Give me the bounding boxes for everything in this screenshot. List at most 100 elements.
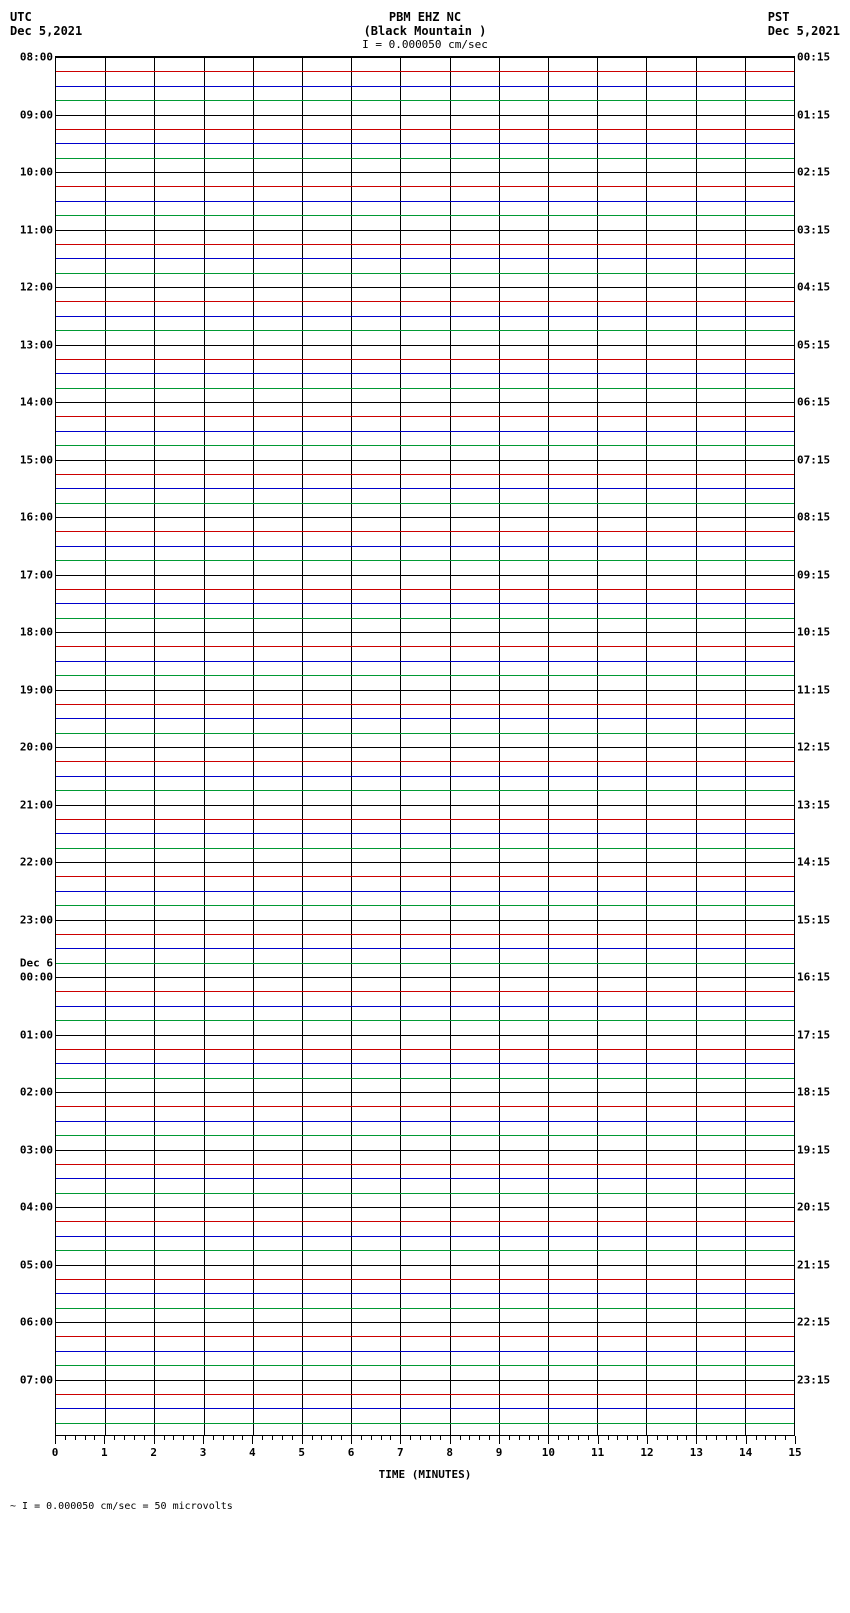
x-tick-major bbox=[795, 1436, 796, 1444]
pst-time-label: 21:15 bbox=[797, 1258, 830, 1271]
x-tick-label: 13 bbox=[690, 1446, 703, 1459]
x-tick-minor bbox=[272, 1436, 273, 1440]
trace-row bbox=[56, 431, 794, 432]
trace-row bbox=[56, 704, 794, 705]
trace-line bbox=[56, 215, 794, 216]
x-tick-label: 0 bbox=[52, 1446, 59, 1459]
x-tick-minor bbox=[558, 1436, 559, 1440]
x-tick-label: 9 bbox=[496, 1446, 503, 1459]
x-tick-label: 15 bbox=[788, 1446, 801, 1459]
trace-row bbox=[56, 531, 794, 532]
utc-time-label: 00:00 bbox=[20, 971, 53, 984]
trace-row bbox=[56, 71, 794, 72]
header-center: PBM EHZ NC (Black Mountain ) I = 0.00005… bbox=[362, 10, 488, 51]
utc-time-label: 11:00 bbox=[20, 223, 53, 236]
trace-line bbox=[56, 1006, 794, 1007]
x-tick-minor bbox=[282, 1436, 283, 1440]
x-tick-minor bbox=[410, 1436, 411, 1440]
x-tick-minor bbox=[469, 1436, 470, 1440]
x-tick-major bbox=[252, 1436, 253, 1444]
scale-indicator-text: = 0.000050 cm/sec bbox=[375, 38, 488, 51]
trace-line bbox=[56, 388, 794, 389]
trace-row bbox=[56, 100, 794, 101]
trace-row bbox=[56, 330, 794, 331]
footer: ~ I = 0.000050 cm/sec = 50 microvolts bbox=[10, 1501, 840, 1512]
utc-time-label: 04:00 bbox=[20, 1201, 53, 1214]
trace-row bbox=[56, 1279, 794, 1280]
trace-line bbox=[56, 977, 794, 978]
trace-row bbox=[56, 632, 794, 633]
trace-line bbox=[56, 1121, 794, 1122]
x-tick-label: 1 bbox=[101, 1446, 108, 1459]
trace-line bbox=[56, 1164, 794, 1165]
trace-line bbox=[56, 776, 794, 777]
trace-line bbox=[56, 359, 794, 360]
trace-row bbox=[56, 589, 794, 590]
pst-time-label: 22:15 bbox=[797, 1316, 830, 1329]
trace-line bbox=[56, 1308, 794, 1309]
vertical-gridline bbox=[548, 57, 549, 1435]
pst-time-label: 10:15 bbox=[797, 626, 830, 639]
pst-time-label: 04:15 bbox=[797, 281, 830, 294]
pst-time-label: 06:15 bbox=[797, 396, 830, 409]
trace-row bbox=[56, 474, 794, 475]
x-tick-major bbox=[450, 1436, 451, 1444]
trace-row bbox=[56, 1207, 794, 1208]
trace-row bbox=[56, 402, 794, 403]
utc-time-label: Dec 6 bbox=[20, 956, 53, 969]
trace-line bbox=[56, 1365, 794, 1366]
trace-line bbox=[56, 416, 794, 417]
pst-time-label: 02:15 bbox=[797, 166, 830, 179]
utc-time-label: 03:00 bbox=[20, 1143, 53, 1156]
x-tick-minor bbox=[578, 1436, 579, 1440]
x-tick-label: 8 bbox=[446, 1446, 453, 1459]
x-tick-minor bbox=[529, 1436, 530, 1440]
trace-row bbox=[56, 1365, 794, 1366]
x-tick-label: 6 bbox=[348, 1446, 355, 1459]
x-tick-minor bbox=[321, 1436, 322, 1440]
vertical-gridline bbox=[597, 57, 598, 1435]
x-tick-minor bbox=[331, 1436, 332, 1440]
vertical-gridline bbox=[154, 57, 155, 1435]
x-tick-minor bbox=[519, 1436, 520, 1440]
vertical-gridline bbox=[745, 57, 746, 1435]
x-tick-minor bbox=[489, 1436, 490, 1440]
vertical-gridline bbox=[253, 57, 254, 1435]
trace-row bbox=[56, 1236, 794, 1237]
x-tick-minor bbox=[736, 1436, 737, 1440]
x-tick-minor bbox=[440, 1436, 441, 1440]
x-tick-minor bbox=[390, 1436, 391, 1440]
trace-row bbox=[56, 1106, 794, 1107]
trace-row bbox=[56, 776, 794, 777]
trace-line bbox=[56, 704, 794, 705]
trace-row bbox=[56, 301, 794, 302]
trace-line bbox=[56, 848, 794, 849]
trace-row bbox=[56, 359, 794, 360]
x-tick-major bbox=[598, 1436, 599, 1444]
utc-time-label: 09:00 bbox=[20, 108, 53, 121]
trace-row bbox=[56, 258, 794, 259]
trace-row bbox=[56, 1265, 794, 1266]
trace-row bbox=[56, 143, 794, 144]
trace-row bbox=[56, 1250, 794, 1251]
header-right: PST Dec 5,2021 bbox=[768, 10, 840, 38]
x-tick-major bbox=[548, 1436, 549, 1444]
x-tick-minor bbox=[756, 1436, 757, 1440]
x-tick-minor bbox=[706, 1436, 707, 1440]
trace-line bbox=[56, 1020, 794, 1021]
trace-row bbox=[56, 1308, 794, 1309]
trace-row bbox=[56, 661, 794, 662]
trace-line bbox=[56, 862, 794, 863]
trace-line bbox=[56, 546, 794, 547]
x-tick-major bbox=[104, 1436, 105, 1444]
trace-row bbox=[56, 761, 794, 762]
utc-time-label: 18:00 bbox=[20, 626, 53, 639]
trace-row bbox=[56, 718, 794, 719]
x-tick-minor bbox=[242, 1436, 243, 1440]
trace-line bbox=[56, 186, 794, 187]
vertical-gridline bbox=[302, 57, 303, 1435]
x-tick-minor bbox=[381, 1436, 382, 1440]
x-tick-minor bbox=[262, 1436, 263, 1440]
trace-row bbox=[56, 1020, 794, 1021]
x-tick-minor bbox=[608, 1436, 609, 1440]
